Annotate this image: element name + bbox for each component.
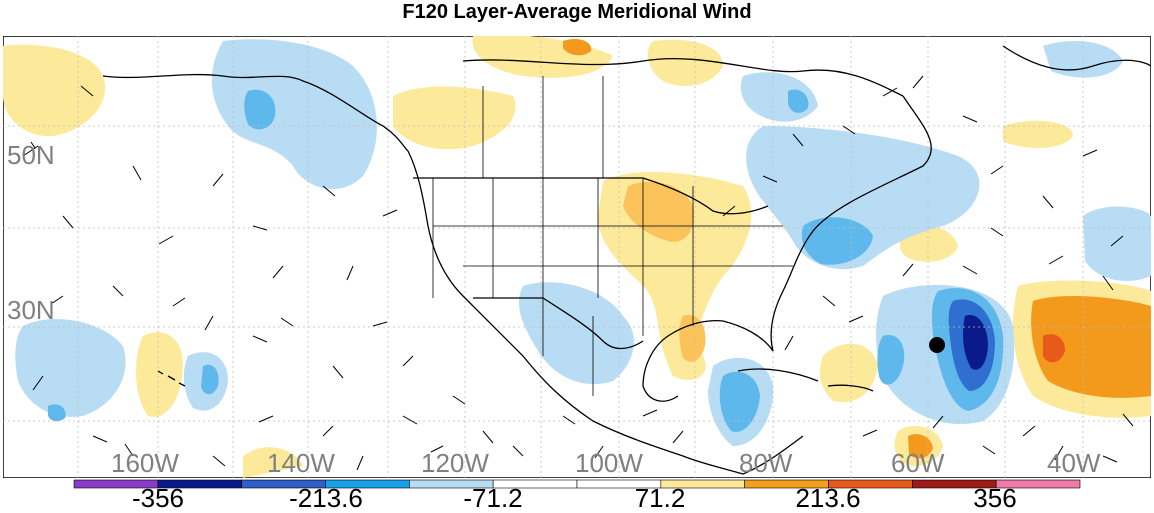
lon-label-140w: 140W xyxy=(267,448,335,478)
north-canada-coast xyxy=(462,57,904,97)
lat-label-50n: 50N xyxy=(7,140,55,170)
wind-map: 50N 30N 160W 140W 120W 100W 80W 60W 40W xyxy=(3,36,1151,478)
alaska-coast xyxy=(102,73,409,152)
negative-core-hudson xyxy=(788,89,809,113)
lon-label-160w: 160W xyxy=(111,448,179,478)
positive-patch-eastern-pacific xyxy=(243,447,303,478)
negative-core-northeast-us xyxy=(801,217,873,265)
greenland-coast xyxy=(1002,45,1151,71)
negative-extreme-central-atlantic xyxy=(963,315,988,370)
atlantic-coast-north-america xyxy=(642,95,932,402)
positive-patch-bc xyxy=(393,86,516,150)
negative-core-pacific xyxy=(201,364,219,395)
negative-core-east-pacific xyxy=(48,404,66,422)
latitude-labels: 50N 30N xyxy=(7,140,55,325)
positive-patch-hawaii xyxy=(136,332,183,417)
positive-patch-gulf-alaska xyxy=(3,44,105,137)
positive-core-south-caribbean xyxy=(908,434,933,459)
lon-label-80w: 80W xyxy=(739,448,793,478)
lon-label-60w: 60W xyxy=(891,448,945,478)
central-america-outline xyxy=(742,435,804,475)
us-mexico-border xyxy=(473,297,644,350)
lon-label-100w: 100W xyxy=(575,448,643,478)
storm-center-marker xyxy=(929,337,945,353)
lon-label-120w: 120W xyxy=(421,448,489,478)
pacific-coast-north-america xyxy=(407,150,744,475)
colorbar-swatches xyxy=(73,479,1081,489)
negative-core-aleutian xyxy=(244,89,276,130)
colorbar-label: -356 xyxy=(131,483,185,513)
lat-label-30n: 30N xyxy=(7,295,55,325)
negative-patch-greenland xyxy=(1043,41,1123,78)
positive-core-mid-atlantic xyxy=(1031,296,1151,398)
hawaii-islands xyxy=(157,370,186,387)
positive-patch-labrador-sea xyxy=(1003,120,1073,148)
hispaniola-outline xyxy=(827,384,874,392)
lon-label-40w: 40W xyxy=(1047,448,1101,478)
lat-lon-grid xyxy=(3,36,1151,478)
longitude-labels: 160W 140W 120W 100W 80W 60W 40W xyxy=(111,448,1101,478)
colorbar-label: -213.6 xyxy=(289,483,363,513)
positive-core-us-midwest xyxy=(623,181,694,242)
state-and-province-borders xyxy=(432,76,793,396)
colorbar-swatch xyxy=(995,479,1081,489)
wind-barbs xyxy=(22,75,1134,471)
positive-core-canada xyxy=(563,39,592,56)
us-canada-border xyxy=(413,177,769,215)
colorbar-label: -71.2 xyxy=(463,483,523,513)
cuba-outline xyxy=(737,368,819,382)
colorbar-label: 213.6 xyxy=(795,483,861,513)
negative-patch-far-atlantic xyxy=(1083,206,1151,281)
negative-patch-east-pacific xyxy=(15,318,126,417)
colorbar-label: 71.2 xyxy=(634,483,686,513)
coastlines-and-borders xyxy=(102,45,1151,475)
wind-fill-contours xyxy=(3,36,1151,478)
colorbar xyxy=(73,479,1081,489)
map-title: F120 Layer-Average Meridional Wind xyxy=(402,1,752,23)
positive-patch-north-atlantic xyxy=(647,39,723,86)
negative-core-cuba xyxy=(719,371,760,432)
negative-core-caribbean-west xyxy=(877,335,905,385)
negative-patch-mexico xyxy=(518,282,634,385)
positive-extreme-mid-atlantic xyxy=(1043,334,1065,363)
colorbar-label: 356 xyxy=(973,483,1017,513)
